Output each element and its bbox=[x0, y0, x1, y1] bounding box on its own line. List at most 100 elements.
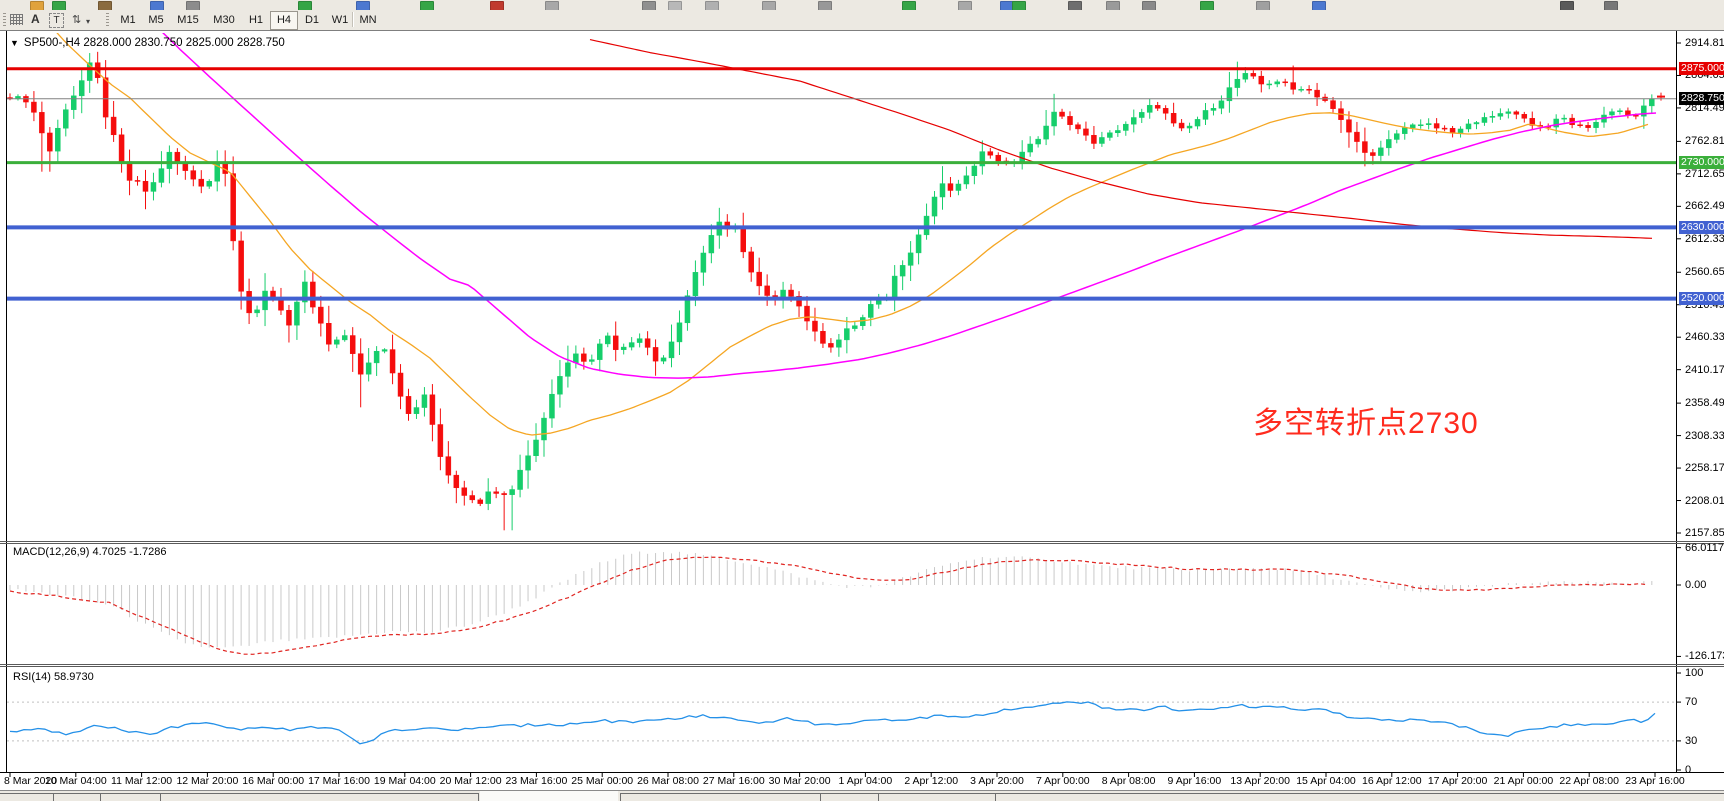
time-axis-label: 8 Mar 2020 bbox=[4, 775, 58, 787]
tf-button-D1[interactable]: D1 bbox=[304, 14, 320, 26]
price-axis-label: 0.00 bbox=[1685, 579, 1707, 591]
tf-button-M1[interactable]: M1 bbox=[120, 14, 136, 26]
price-axis-label: 2560.650 bbox=[1685, 266, 1724, 279]
chart-canvas[interactable] bbox=[0, 30, 1724, 790]
toolbar-icon-stub[interactable] bbox=[958, 1, 972, 10]
tf-button-M30[interactable]: M30 bbox=[213, 14, 235, 26]
toolbar-icon-stub[interactable] bbox=[30, 1, 44, 10]
price-axis-label: 2762.810 bbox=[1685, 135, 1724, 148]
tf-button-H4[interactable]: H4 bbox=[270, 11, 298, 30]
price-axis-label: 2612.330 bbox=[1685, 232, 1724, 245]
bottom-strip-gap bbox=[480, 791, 618, 801]
font-tool-icon[interactable]: A bbox=[31, 12, 40, 26]
time-axis-label: 22 Apr 08:00 bbox=[1559, 775, 1619, 787]
cutoff-bottom-strip bbox=[0, 790, 1724, 801]
toolbar-icon-stub[interactable] bbox=[902, 1, 916, 10]
macd-indicator-label: MACD(12,26,9) 4.7025 -1.7286 bbox=[13, 546, 167, 558]
price-axis-label: -126.173 bbox=[1685, 650, 1724, 663]
toolbar-icon-stub[interactable] bbox=[1106, 1, 1120, 10]
tf-button-M5[interactable]: M5 bbox=[148, 14, 164, 26]
price-axis-label: 100 bbox=[1685, 667, 1704, 679]
price-axis-label: 2914.810 bbox=[1685, 37, 1724, 49]
price-level-badge: 2520.000 bbox=[1679, 292, 1724, 306]
time-axis-label: 21 Apr 00:00 bbox=[1493, 775, 1554, 787]
price-axis-label: 2460.330 bbox=[1685, 331, 1724, 344]
time-axis-label: 27 Mar 16:00 bbox=[702, 775, 765, 787]
chevron-down-icon[interactable]: ▾ bbox=[86, 15, 90, 27]
toolbar-icon-stub[interactable] bbox=[52, 1, 66, 10]
toolbar-icon-stub[interactable] bbox=[818, 1, 832, 10]
chart-dropdown-icon[interactable]: ▼ bbox=[10, 38, 19, 48]
time-axis-label: 17 Apr 20:00 bbox=[1427, 775, 1488, 787]
toolbar-icon-stub[interactable] bbox=[762, 1, 776, 10]
toolbar-icon-stub[interactable] bbox=[668, 1, 682, 10]
time-axis-label: 8 Apr 08:00 bbox=[1101, 775, 1156, 787]
toolbar-icon-stub[interactable] bbox=[1256, 1, 1270, 10]
tf-button-MN[interactable]: MN bbox=[359, 14, 377, 26]
bottom-strip-separator bbox=[820, 793, 821, 801]
toolbar-icon-stub[interactable] bbox=[545, 1, 559, 10]
main-toolbar: A T ⇅ ▾ M1 M5 M15 M30 H1 H4 D1 W1 MN bbox=[0, 10, 1724, 31]
toolbar-icon-stub[interactable] bbox=[1560, 1, 1574, 10]
toolbar-icon-stub[interactable] bbox=[1068, 1, 1082, 10]
rsi-plot bbox=[7, 701, 1676, 745]
bottom-strip-separator bbox=[478, 793, 479, 801]
time-axis-label: 7 Apr 00:00 bbox=[1035, 775, 1090, 787]
toolbar-drag-handle[interactable] bbox=[3, 13, 6, 27]
text-box-tool-icon[interactable]: T bbox=[49, 13, 64, 28]
toolbar-icon-stub[interactable] bbox=[490, 1, 504, 10]
zorder-tool-icon[interactable]: ⇅ bbox=[72, 14, 81, 26]
price-axis-label: 2662.490 bbox=[1685, 200, 1724, 213]
price-axis-label: 2157.850 bbox=[1685, 527, 1724, 539]
toolbar-icon-stub[interactable] bbox=[420, 1, 434, 10]
price-axis-label: 2712.650 bbox=[1685, 167, 1724, 180]
toolbar-icon-stub[interactable] bbox=[642, 1, 656, 10]
toolbar-icon-stub[interactable] bbox=[150, 1, 164, 10]
grid-pattern-icon[interactable] bbox=[10, 14, 23, 25]
chart-window: ▼ SP500-,H4 2828.000 2830.750 2825.000 28… bbox=[0, 30, 1724, 790]
bottom-strip-edge bbox=[0, 793, 478, 794]
toolbar-icon-stub[interactable] bbox=[1142, 1, 1156, 10]
time-axis-label: 19 Mar 04:00 bbox=[373, 775, 436, 787]
toolbar-icon-stub[interactable] bbox=[298, 1, 312, 10]
toolbar-icon-stub[interactable] bbox=[1012, 1, 1026, 10]
price-axis-label: 2308.330 bbox=[1685, 429, 1724, 442]
tf-button-H1[interactable]: H1 bbox=[248, 14, 264, 26]
toolbar-icon-stub[interactable] bbox=[98, 1, 112, 10]
price-level-badge: 2875.000 bbox=[1679, 62, 1724, 76]
time-axis-label: 3 Apr 20:00 bbox=[970, 775, 1024, 787]
toolbar-icon-stub[interactable] bbox=[1200, 1, 1214, 10]
time-axis-label: 30 Mar 20:00 bbox=[768, 775, 831, 787]
toolbar-icon-stub[interactable] bbox=[356, 1, 370, 10]
time-axis-label: 2 Apr 12:00 bbox=[904, 775, 959, 787]
toolbar-icon-stub[interactable] bbox=[186, 1, 200, 10]
time-axis-label: 13 Apr 20:00 bbox=[1230, 775, 1290, 787]
price-level-badge: 2730.000 bbox=[1679, 156, 1724, 170]
candlestick-plot bbox=[7, 33, 1676, 531]
toolbar-icon-stub[interactable] bbox=[1312, 1, 1326, 10]
tf-button-W1[interactable]: W1 bbox=[331, 14, 349, 26]
time-axis-label: 16 Apr 12:00 bbox=[1362, 775, 1422, 787]
time-axis-label: 23 Mar 16:00 bbox=[505, 775, 568, 787]
price-axis-label: 0 bbox=[1685, 764, 1692, 776]
chart-text-annotation: 多空转折点2730 bbox=[1253, 407, 1479, 440]
toolbar-icon-stub[interactable] bbox=[705, 1, 719, 10]
time-axis-label: 9 Apr 16:00 bbox=[1167, 775, 1222, 787]
tf-button-M15[interactable]: M15 bbox=[177, 14, 199, 26]
price-axis-label: 2258.170 bbox=[1685, 462, 1724, 475]
price-level-badge: 2630.000 bbox=[1679, 220, 1724, 234]
time-axis-label: 15 Apr 04:00 bbox=[1296, 775, 1356, 787]
toolbar-icon-stub[interactable] bbox=[1604, 1, 1618, 10]
toolbar-drag-handle-2[interactable] bbox=[106, 13, 109, 27]
toolbar-separator bbox=[352, 12, 353, 27]
time-axis-label: 26 Mar 08:00 bbox=[637, 775, 699, 787]
price-axis-label: 2358.490 bbox=[1685, 397, 1724, 410]
bottom-strip-separator bbox=[53, 793, 54, 801]
caret-glyph: ▾ bbox=[86, 17, 90, 26]
time-axis-label: 25 Mar 00:00 bbox=[571, 775, 634, 787]
time-axis-label: 17 Mar 16:00 bbox=[308, 775, 370, 787]
chart-title-text: SP500-,H4 2828.000 2830.750 2825.000 282… bbox=[23, 37, 285, 49]
bottom-strip-separator bbox=[100, 793, 101, 801]
macd-plot bbox=[9, 551, 1653, 655]
price-axis-label: 66.0117 bbox=[1685, 541, 1724, 554]
